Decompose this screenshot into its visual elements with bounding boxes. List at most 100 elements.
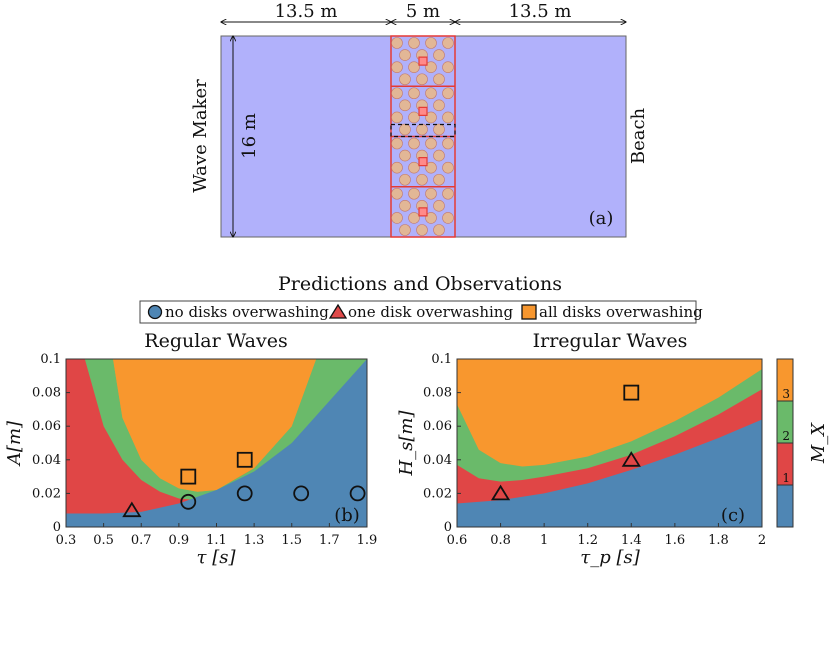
disk — [442, 212, 454, 224]
disk — [433, 224, 445, 236]
observation-triangle — [490, 484, 511, 501]
observation-square — [236, 451, 253, 468]
observation-square — [623, 384, 640, 401]
disk — [425, 111, 437, 124]
x-tick-label: 1.8 — [708, 533, 729, 548]
legend-label: all disks overwashing — [539, 303, 703, 321]
beach-label: Beach — [628, 107, 649, 164]
disk — [416, 123, 428, 136]
panel-c-xlabel: τ_p [s] — [580, 547, 640, 568]
observation-square — [180, 468, 197, 485]
disk — [425, 87, 437, 100]
panel-b-label: (b) — [334, 505, 360, 526]
disk — [433, 73, 445, 86]
disk — [391, 61, 403, 73]
disk — [442, 111, 454, 124]
panel-a-label: (a) — [589, 208, 614, 229]
dim-left-label: 13.5 m — [275, 1, 338, 22]
disk — [399, 200, 411, 212]
x-tick-label: 1.1 — [206, 533, 227, 548]
centre-disk-marker — [418, 56, 428, 66]
disk — [408, 212, 420, 224]
x-tick-label: 1.9 — [357, 533, 378, 548]
panel-b-title: Regular Waves — [144, 330, 287, 352]
x-tick-label: 1 — [540, 533, 548, 548]
disk — [433, 99, 445, 112]
y-tick-label: 0 — [444, 520, 452, 535]
disk — [408, 87, 420, 100]
disk — [408, 37, 420, 49]
observation-circle — [180, 493, 197, 510]
disk — [391, 37, 403, 49]
panel-c-frame — [456, 358, 763, 528]
disk — [408, 187, 420, 200]
legend-box — [139, 300, 697, 324]
x-tick-label: 0.6 — [447, 533, 468, 548]
disk — [425, 37, 437, 49]
dashed-slice — [390, 123, 456, 138]
disk — [442, 137, 454, 150]
disk — [425, 187, 437, 200]
colorbar: M_X 1 2 3 — [776, 358, 829, 528]
observation-circle — [293, 485, 310, 502]
figure-title: Predictions and Observations — [278, 273, 562, 295]
disk — [425, 161, 437, 174]
disk — [399, 99, 411, 112]
disk — [442, 37, 454, 49]
disk — [391, 111, 403, 124]
panel-c: Irregular Waves 0.6 0.8 1 1.2 1.4 1.6 1.8 2 0 0.0… — [396, 330, 766, 568]
disk — [442, 187, 454, 200]
colorbar-label: M_X — [808, 422, 829, 464]
x-tick-label: 0.3 — [56, 533, 77, 548]
panel-b-xlabel: τ [s] — [197, 547, 237, 568]
disk — [416, 173, 428, 186]
colorbar-segment — [777, 359, 793, 401]
y-tick-label: 0.04 — [423, 453, 452, 468]
disk — [425, 61, 437, 73]
dim-middle-label: 5 m — [406, 1, 440, 22]
y-tick-label: 0.08 — [423, 386, 452, 401]
y-tick-label: 0.08 — [32, 386, 61, 401]
colorbar-segment — [777, 485, 793, 527]
disk-array — [390, 35, 456, 238]
panel-c-ylabel: H_s[m] — [396, 410, 417, 477]
x-tick-label: 0.5 — [93, 533, 114, 548]
disk — [399, 123, 411, 136]
x-tick-label: 1.6 — [665, 533, 686, 548]
disk — [399, 49, 411, 61]
disk — [433, 173, 445, 186]
disk — [399, 173, 411, 186]
colorbar-segment — [777, 401, 793, 443]
region-mx-4 — [113, 359, 317, 492]
disk — [425, 212, 437, 224]
legend: no disks overwashing one disk overwashing… — [139, 300, 703, 324]
disk — [399, 149, 411, 162]
disk — [391, 187, 403, 200]
disk — [425, 137, 437, 150]
disk — [442, 87, 454, 100]
centre-disk-marker — [418, 207, 428, 217]
disk — [408, 111, 420, 124]
wave-maker-label: Wave Maker — [190, 79, 211, 193]
disk — [408, 137, 420, 150]
observation-triangle — [621, 451, 641, 467]
x-tick-label: 1.4 — [621, 533, 642, 548]
x-tick-label: 1.3 — [244, 533, 265, 548]
disk — [391, 161, 403, 174]
legend-marker-square — [521, 304, 537, 320]
disk — [433, 49, 445, 61]
x-tick-label: 1.2 — [577, 533, 598, 548]
y-tick-label: 0.02 — [32, 486, 61, 501]
disk — [433, 200, 445, 212]
colorbar-tick-label: 2 — [782, 429, 790, 443]
centre-disk-marker — [418, 106, 428, 116]
disk — [442, 61, 454, 73]
panel-b: Regular Waves 0.3 0.5 0.7 0.9 1.1 1.3 1.5 1.7 1.… — [4, 330, 377, 568]
legend-label: no disks overwashing — [165, 303, 329, 321]
centre-disk-marker — [418, 157, 428, 167]
disk — [416, 224, 428, 236]
disk — [399, 73, 411, 86]
disk — [399, 224, 411, 236]
y-tick-label: 0.06 — [423, 419, 452, 434]
colorbar-tick-label: 1 — [782, 471, 790, 485]
